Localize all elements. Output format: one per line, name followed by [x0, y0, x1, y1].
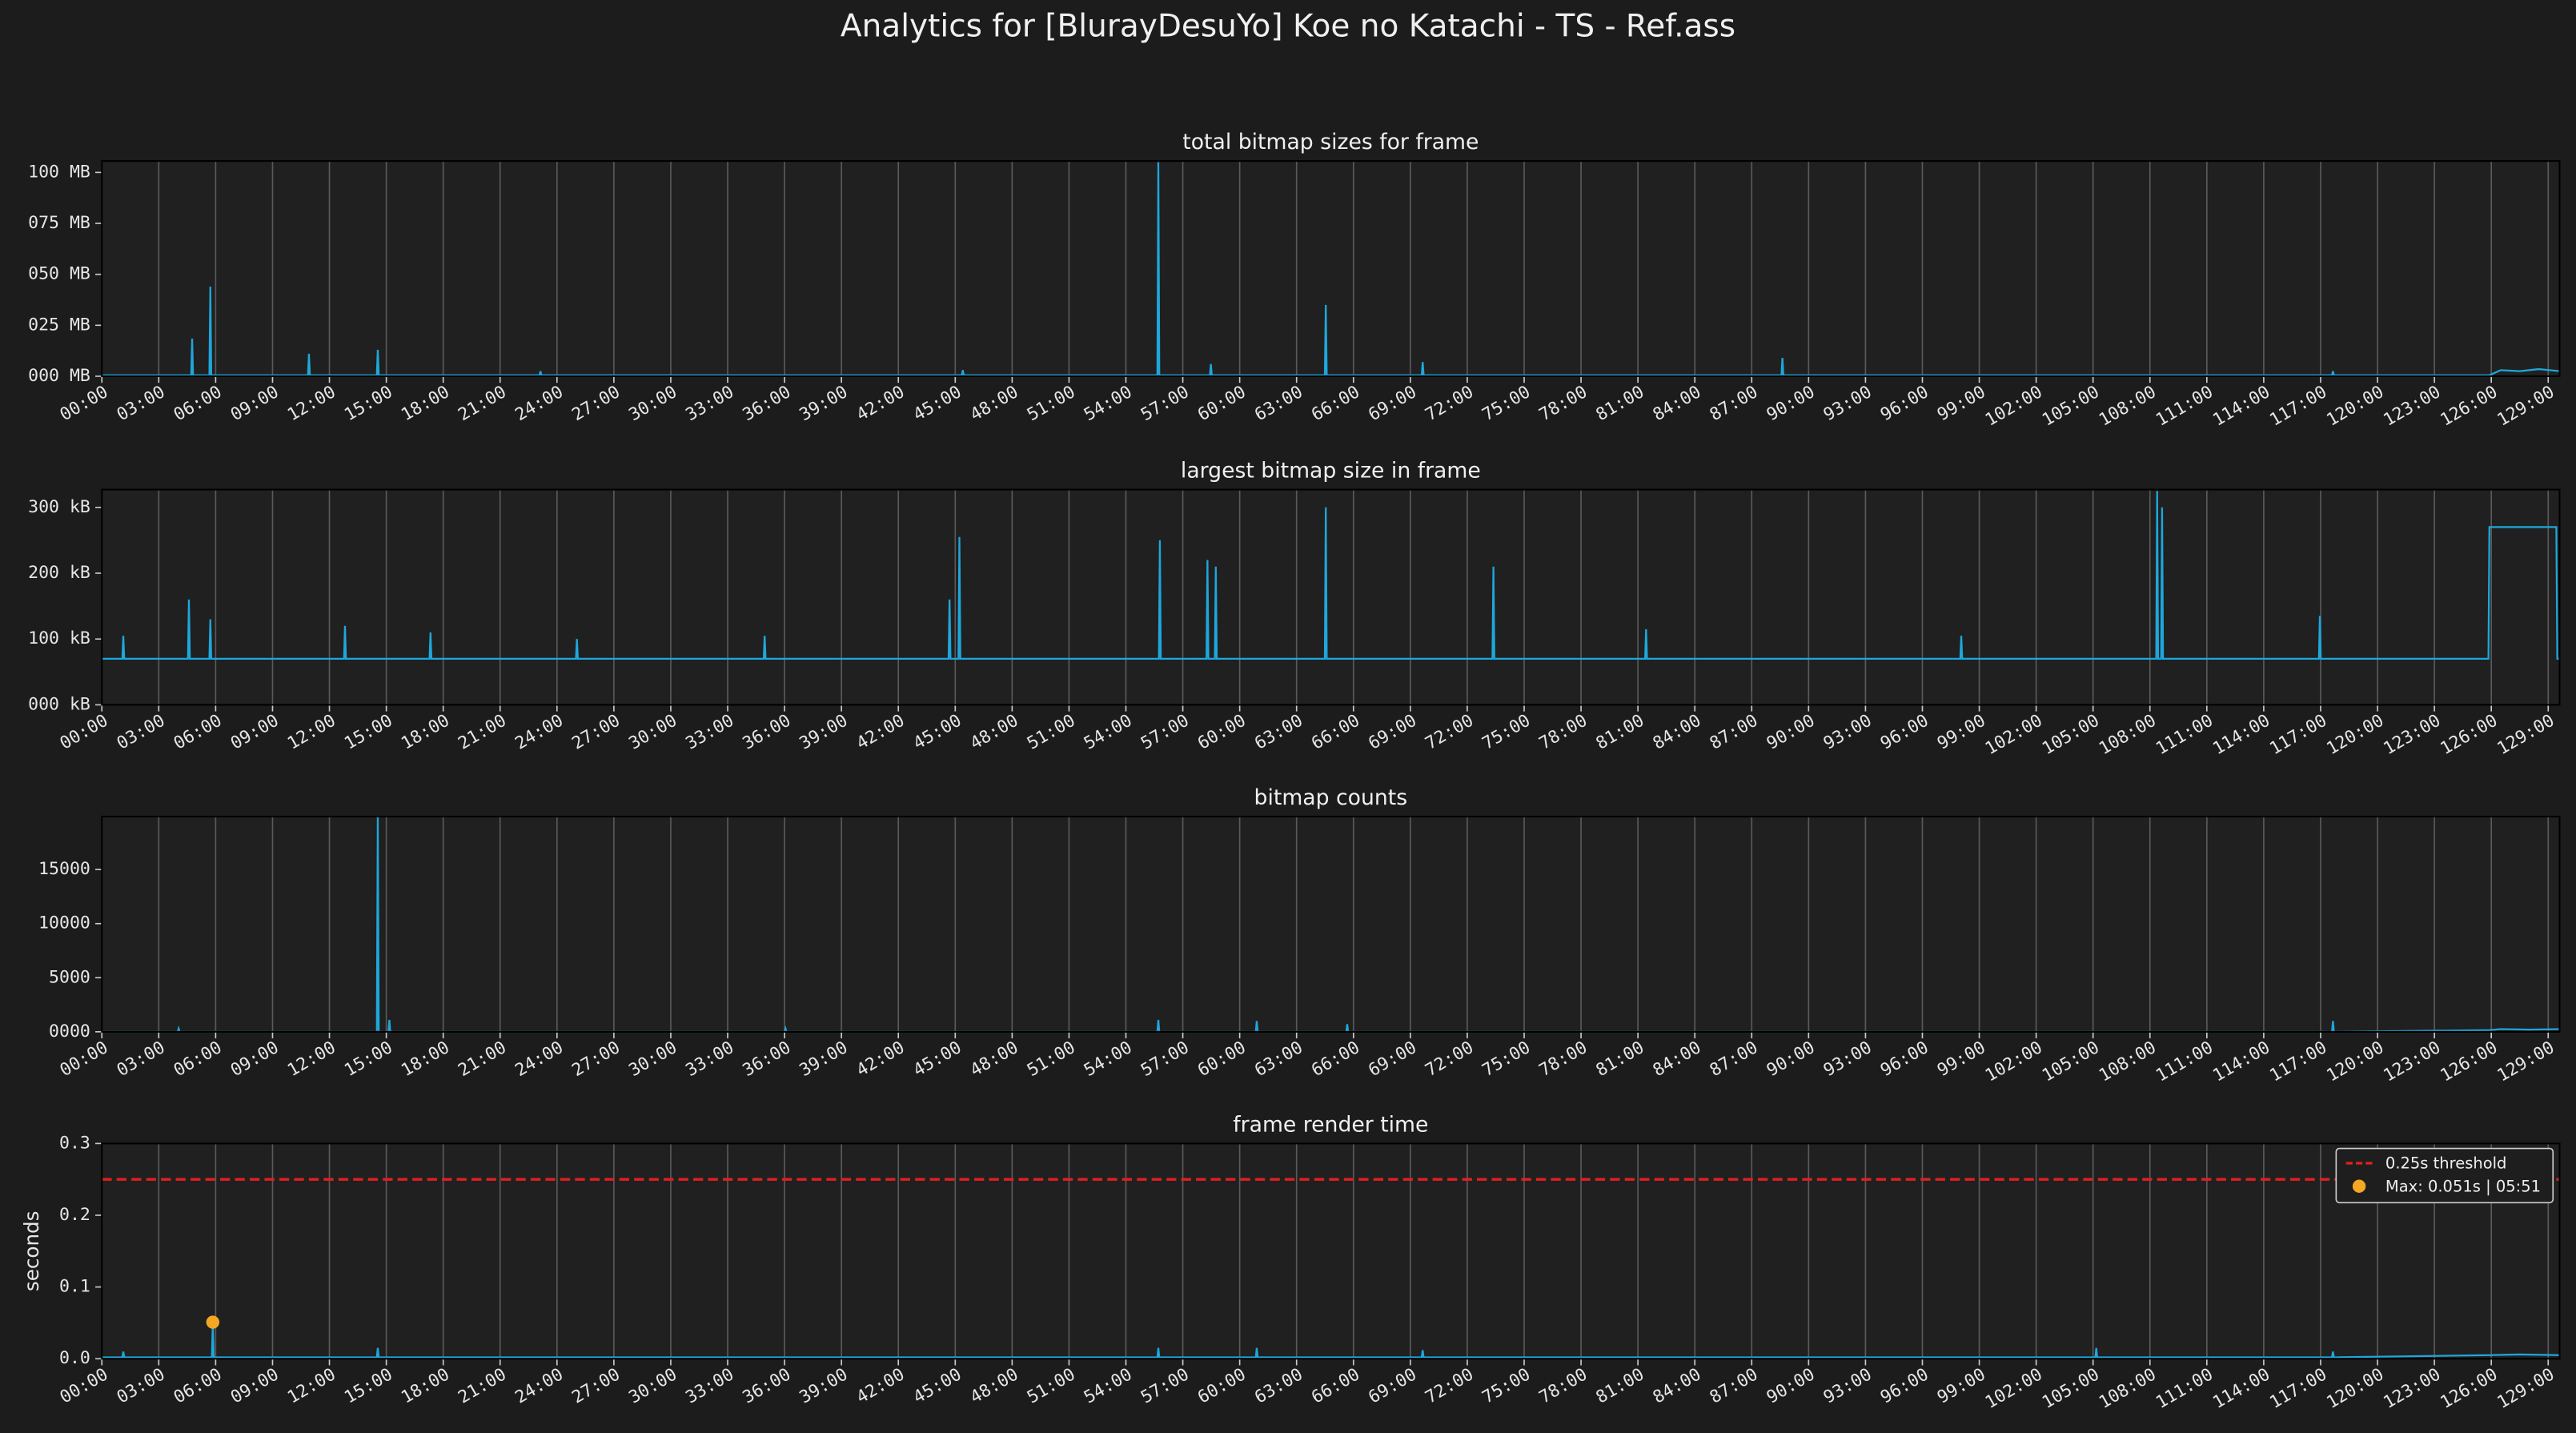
- plot-frame: [101, 160, 2561, 377]
- plot-frame: [101, 1142, 2561, 1360]
- max-point: [206, 1315, 220, 1329]
- y-tick-label: 15000: [38, 859, 90, 879]
- y-tick-label: 0000: [49, 1022, 90, 1042]
- plot-frame: [101, 815, 2561, 1033]
- y-tick-label: 5000: [49, 967, 90, 987]
- y-axis-label: seconds: [20, 1211, 43, 1292]
- series-group: [102, 491, 2560, 660]
- plot-area: [102, 489, 2560, 705]
- subplot-title: largest bitmap size in frame: [1181, 459, 1481, 484]
- y-tick-label: 0.2: [59, 1205, 90, 1225]
- data-line: [102, 1323, 2560, 1359]
- y-tick-label: 025 MB: [28, 315, 90, 335]
- legend-swatch: [2352, 1179, 2366, 1193]
- subplot-title: total bitmap sizes for frame: [1182, 130, 1479, 155]
- plot-frame: [101, 488, 2561, 706]
- series-group: [102, 816, 2560, 1032]
- legend-box: [2335, 1147, 2554, 1204]
- y-tick-label: 000 MB: [28, 366, 90, 386]
- y-tick-label: 100 kB: [28, 628, 90, 648]
- y-tick-label: 0.0: [59, 1348, 90, 1368]
- y-tick-label: 000 kB: [28, 694, 90, 714]
- y-tick-label: 050 MB: [28, 264, 90, 284]
- legend-label: Max: 0.051s | 05:51: [2385, 1177, 2541, 1195]
- y-tick-label: 10000: [38, 913, 90, 933]
- y-tick-label: 0.1: [59, 1277, 90, 1297]
- data-line: [102, 816, 2560, 1032]
- plot-area: [102, 816, 2560, 1032]
- subplot-title: bitmap counts: [1254, 785, 1408, 810]
- subplot-title: frame render time: [1233, 1112, 1428, 1137]
- plot-area: [102, 161, 2560, 376]
- series-group: [102, 1323, 2560, 1359]
- data-line: [102, 162, 2560, 376]
- y-tick-label: 300 kB: [28, 497, 90, 517]
- series-group: [102, 162, 2560, 376]
- y-tick-label: 0.3: [59, 1133, 90, 1153]
- y-tick-label: 200 kB: [28, 563, 90, 583]
- figure-title: Analytics for [BlurayDesuYo] Koe no Kata…: [841, 8, 1735, 44]
- legend-label: 0.25s threshold: [2385, 1154, 2507, 1173]
- data-line: [102, 491, 2560, 660]
- y-tick-label: 075 MB: [28, 213, 90, 233]
- y-tick-label: 100 MB: [28, 162, 90, 182]
- plot-area: [102, 1143, 2560, 1359]
